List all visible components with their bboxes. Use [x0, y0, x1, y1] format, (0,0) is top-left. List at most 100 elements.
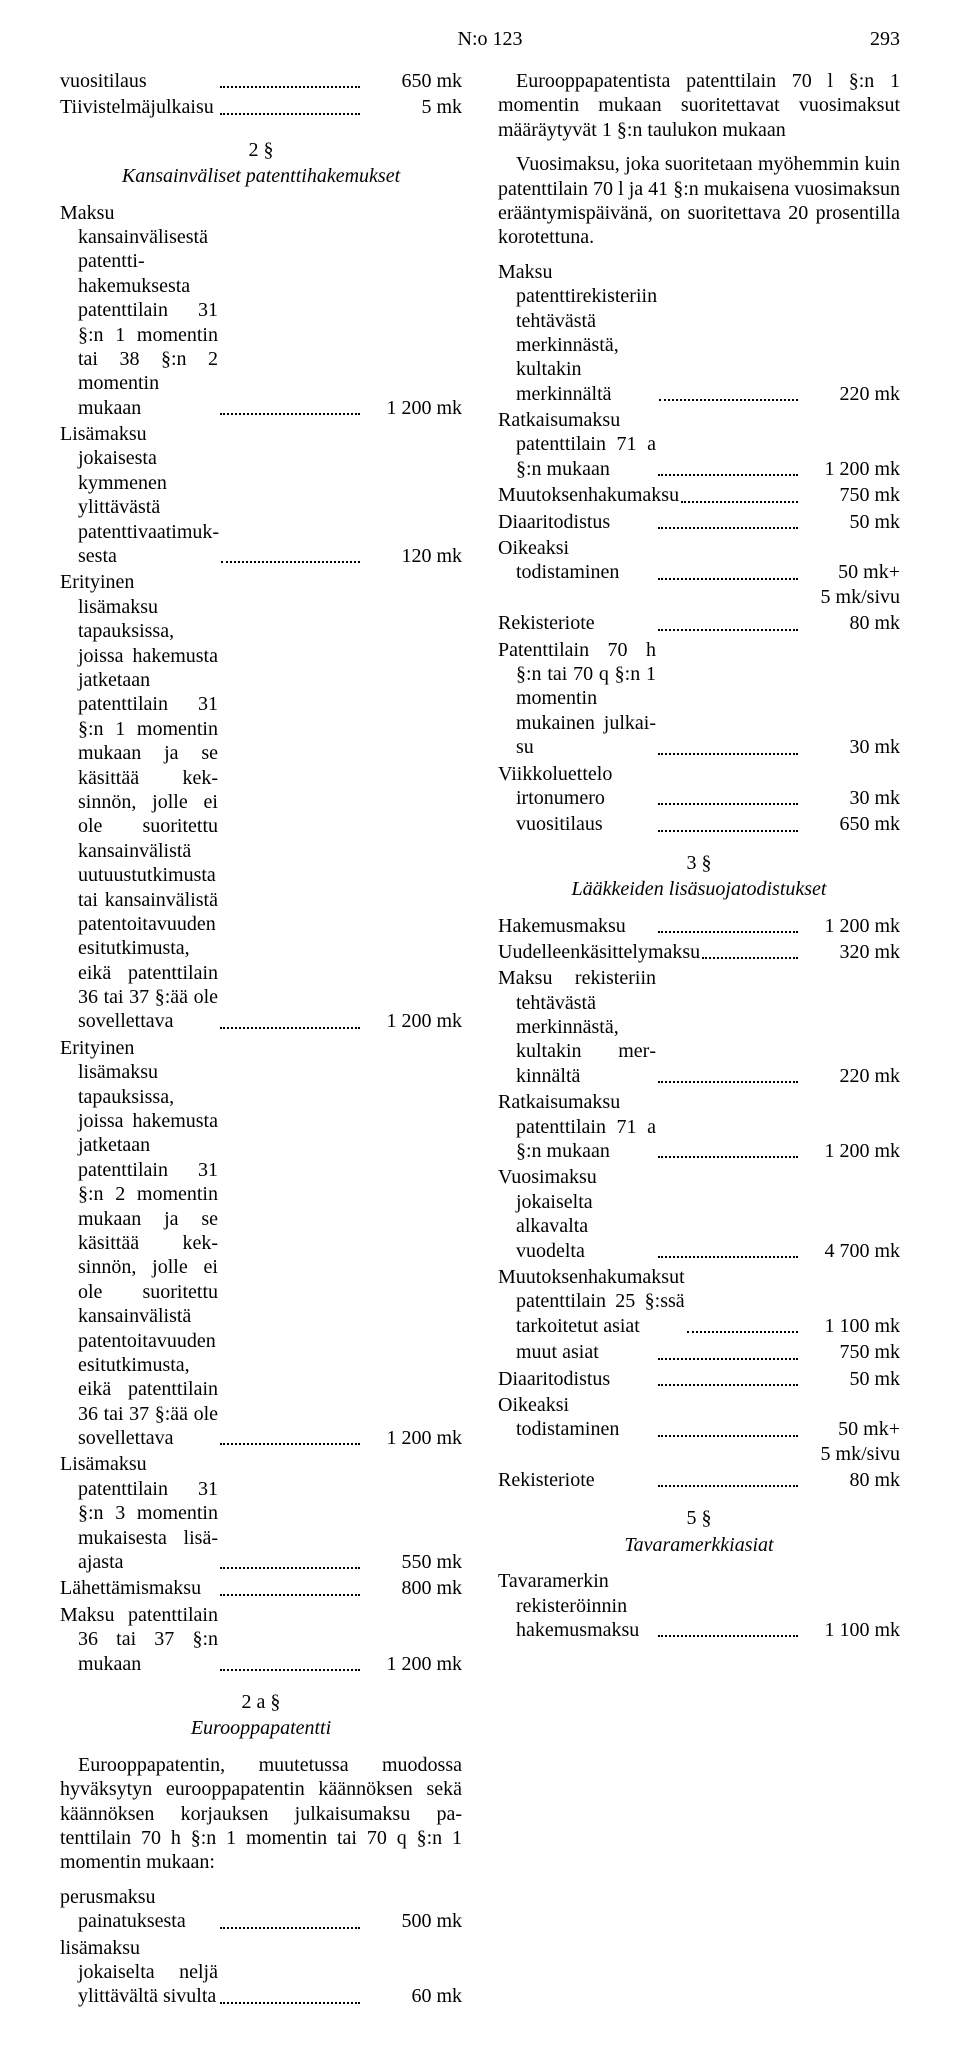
fee-value: 80 mk [802, 611, 900, 635]
viikkoluettelo-label: Viikkoluettelo [498, 762, 900, 786]
fee-row: Uudelleenkäsittelymaksu 320 mk [498, 940, 900, 964]
doc-reference: N:o 123 [60, 28, 870, 51]
fee-value: 50 mk [802, 510, 900, 534]
viikkoluettelo-header-row: Viikkoluettelo [498, 762, 900, 786]
fee-value: 50 mk+ [802, 1417, 900, 1441]
fee-value: 5 mk [364, 95, 462, 119]
fee-row: Oikeaksi todistaminen 50 mk+ [498, 1393, 900, 1442]
fee-value: 1 200 mk [802, 1139, 900, 1163]
fee-label-text: Lisämaksu patenttilain 31 §:n 3 momentin… [60, 1453, 218, 1573]
right-para-2: Vuosimaksu, joka suoritetaan myöhemmin k… [498, 152, 900, 250]
fee-leader [658, 1358, 798, 1360]
fee-row: perusmaksu painatuksesta 500 mk [60, 1885, 462, 1934]
fee-leader [658, 1485, 798, 1487]
fee-value: 1 200 mk [364, 396, 462, 420]
fee-row: vuositilaus 650 mk [60, 69, 462, 93]
fee-label: Rekisteriote [498, 1468, 656, 1492]
fee-label-text: Erityinen lisämaksu tapauksissa, joissa … [60, 571, 218, 1032]
fee-value: 50 mk [802, 1367, 900, 1391]
fee-row: Erityinen lisämaksu tapauksissa, joissa … [60, 570, 462, 1033]
fee-row: Muutoksenhakumaksu 750 mk [498, 483, 900, 507]
fee-value: 80 mk [802, 1468, 900, 1492]
fee-value: 320 mk [802, 940, 900, 964]
fee-leader [220, 86, 360, 88]
fee-label: Oikeaksi todistaminen [498, 536, 656, 585]
section-2-title: Kansainväliset patenttihakemukset [60, 164, 462, 188]
fee-label: vuositilaus [60, 69, 218, 93]
section-5-title: Tavaramerkkiasiat [498, 1533, 900, 1557]
fee-leader [220, 1927, 360, 1929]
fee-label: Lisämaksu jokaisesta kymmenen ylittäväst… [60, 422, 219, 568]
fee-row: Maksu patenttilain 36 tai 37 §:n mukaan … [60, 1603, 462, 1676]
fee-label: vuositilaus [498, 812, 656, 836]
fee-row: Ratkaisumaksu patenttilain 71 a §:n muka… [498, 408, 900, 481]
fee-label-text: Tiivistelmäjulkaisu [60, 96, 214, 118]
section-2a-fees: perusmaksu painatuksesta 500 mklisämaksu… [60, 1885, 462, 2009]
fee-row: Rekisteriote 80 mk [498, 1468, 900, 1492]
fee-row: Tiivistelmäjulkaisu 5 mk [60, 95, 462, 119]
fee-leader [658, 1435, 798, 1437]
fee-row: Vuosimaksu jokaiselta alkavalta vuodelta… [498, 1165, 900, 1263]
fee-label-text: Rekisteriote [498, 1469, 595, 1491]
fee-label-text: Maksu rekisteriin tehtävästä merkinnästä… [498, 967, 656, 1087]
fee-leader [658, 753, 798, 755]
fee-value: 30 mk [802, 735, 900, 759]
fee-label: Ratkaisumaksu patenttilain 71 a §:n muka… [498, 1090, 656, 1163]
fee-label-text: Diaaritodistus [498, 511, 610, 533]
fee-label: Erityinen lisämaksu tapauksissa, joissa … [60, 570, 218, 1033]
fee-label-text: Ratkaisumaksu patenttilain 71 a §:n muka… [498, 409, 656, 480]
fee-value: 500 mk [364, 1909, 462, 1933]
fee-value: 4 700 mk [802, 1239, 900, 1263]
columns: vuositilaus 650 mkTiivistelmäjulkaisu 5 … [60, 69, 900, 2011]
fee-leader [220, 1027, 360, 1029]
section-2a-title: Eurooppapatentti [60, 1716, 462, 1740]
fee-label-text: Vuosimaksu jokaiselta alkavalta vuodelta [498, 1166, 597, 1261]
fee-value: 550 mk [364, 1550, 462, 1574]
fee-row: Ratkaisumaksu patenttilain 71 a §:n muka… [498, 1090, 900, 1163]
fee-row: Maksu kansainvälisestä patentti­hakemuks… [60, 201, 462, 421]
fee-label-text: muut asiat [516, 1341, 599, 1363]
fee-row: Patenttilain 70 h §:n tai 70 q §:n 1 mom… [498, 638, 900, 760]
left-top-fees: vuositilaus 650 mkTiivistelmäjulkaisu 5 … [60, 69, 462, 120]
fee-label: Erityinen lisämaksu tapauksissa, joissa … [60, 1036, 218, 1451]
fee-leader [687, 1331, 798, 1333]
section-3-num: 3 § [498, 851, 900, 875]
fee-label: perusmaksu painatuksesta [60, 1885, 218, 1934]
fee-row: Diaaritodistus 50 mk [498, 510, 900, 534]
fee-row: irtonumero 30 mk [498, 786, 900, 810]
fee-label-text: Erityinen lisämaksu tapauksissa, joissa … [60, 1037, 218, 1449]
fee-label-text: Lähettämismaksu [60, 1577, 201, 1599]
page: N:o 123 293 vuositilaus 650 mkTiivistelm… [0, 0, 960, 2051]
fee-value: 750 mk [802, 483, 900, 507]
section-5-fees: Tavaramerkin rekisteröinnin ha­kemusmaks… [498, 1569, 900, 1642]
fee-label: Tiivistelmäjulkaisu [60, 95, 218, 119]
fee-row: lisämaksu jokaiselta neljä ylit­tävältä … [60, 1936, 462, 2009]
section-2a-num: 2 a § [60, 1690, 462, 1714]
fee-label: Muutoksenhakumaksut patenttilain 25 §:ss… [498, 1265, 685, 1338]
left-column: vuositilaus 650 mkTiivistelmäjulkaisu 5 … [60, 69, 462, 2011]
fee-leader [658, 527, 798, 529]
fee-leader [220, 1443, 360, 1445]
fee-leader [220, 2002, 360, 2004]
fee-label: Uudelleenkäsittelymaksu [498, 940, 700, 964]
fee-label-text: Rekisteriote [498, 612, 595, 634]
fee-leader [658, 803, 798, 805]
fee-label-text: Uudelleenkäsittelymaksu [498, 941, 700, 963]
fee-value: 1 100 mk [802, 1314, 900, 1338]
fee-leader [220, 1567, 360, 1569]
fee-leader [658, 1256, 798, 1258]
fee-leader [658, 931, 798, 933]
viikkoluettelo-fees: irtonumero 30 mkvuositilaus 650 mk [498, 786, 900, 837]
fee-label: Tavaramerkin rekisteröinnin ha­kemusmaks… [498, 1569, 656, 1642]
fee-label: irtonumero [498, 786, 656, 810]
fee-value: 1 200 mk [364, 1009, 462, 1033]
fee-label-text: Lisämaksu jokaisesta kymmenen ylittäväst… [60, 423, 219, 567]
fee-label-text: Maksu patenttilain 36 tai 37 §:n mukaan [60, 1604, 218, 1675]
fee-label: Hakemusmaksu [498, 914, 656, 938]
section-5-num: 5 § [498, 1506, 900, 1530]
fee-label: Diaaritodistus [498, 510, 656, 534]
fee-label-text: Muutoksenhakumaksut patenttilain 25 §:ss… [498, 1266, 685, 1337]
fee-leader [681, 501, 798, 503]
fee-value: 220 mk [802, 382, 900, 406]
fee-leader [221, 561, 360, 563]
